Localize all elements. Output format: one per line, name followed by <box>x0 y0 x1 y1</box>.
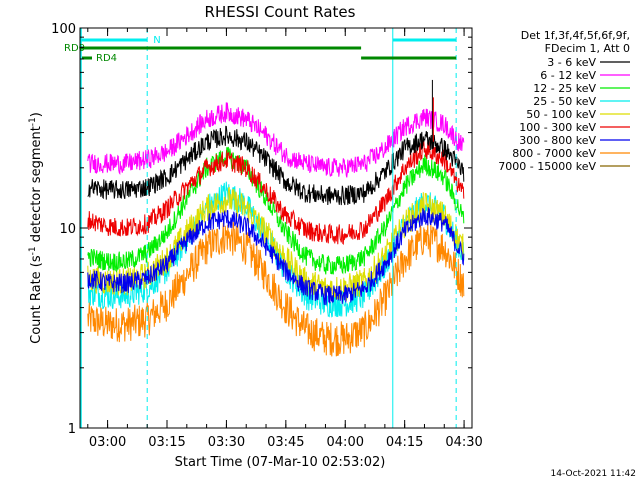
legend-label: 300 - 800 keV <box>519 134 596 147</box>
legend-label: 25 - 50 keV <box>533 95 596 108</box>
legend-label: 6 - 12 keV <box>540 69 596 82</box>
legend-label: 3 - 6 keV <box>547 56 596 69</box>
y-tick-label: 100 <box>51 22 76 37</box>
x-tick-label: 04:15 <box>386 435 423 450</box>
legend-label: 12 - 25 keV <box>533 82 596 95</box>
n-label: N <box>153 35 160 46</box>
x-tick-label: 04:00 <box>327 435 364 450</box>
x-tick-label: 03:45 <box>267 435 304 450</box>
y-axis-label: Count Rate (s-1 detector segment-1) <box>28 112 44 344</box>
legend-header-2: FDecim 1, Att 0 <box>545 42 630 55</box>
x-tick-label: 03:00 <box>89 435 126 450</box>
x-axis-label: Start Time (07-Mar-10 02:53:02) <box>175 455 386 470</box>
y-tick-label: 10 <box>59 222 76 237</box>
chart-title: RHESSI Count Rates <box>205 3 356 21</box>
legend-label: 7000 - 15000 keV <box>498 160 596 173</box>
data-traces <box>88 80 464 356</box>
rd4-label: RD4 <box>96 53 117 64</box>
legend-label: 100 - 300 keV <box>519 121 596 134</box>
legend-label: 800 - 7000 keV <box>512 147 596 160</box>
rd0-label: RD0 <box>64 43 85 54</box>
x-tick-label: 04:30 <box>445 435 482 450</box>
x-tick-label: 03:15 <box>148 435 185 450</box>
legend-label: 50 - 100 keV <box>526 108 596 121</box>
x-tick-label: 03:30 <box>208 435 245 450</box>
y-tick-label: 1 <box>68 422 76 437</box>
timestamp: 14-Oct-2021 11:42 <box>551 469 636 479</box>
legend-header-1: Det 1f,3f,4f,5f,6f,9f, <box>521 29 630 42</box>
